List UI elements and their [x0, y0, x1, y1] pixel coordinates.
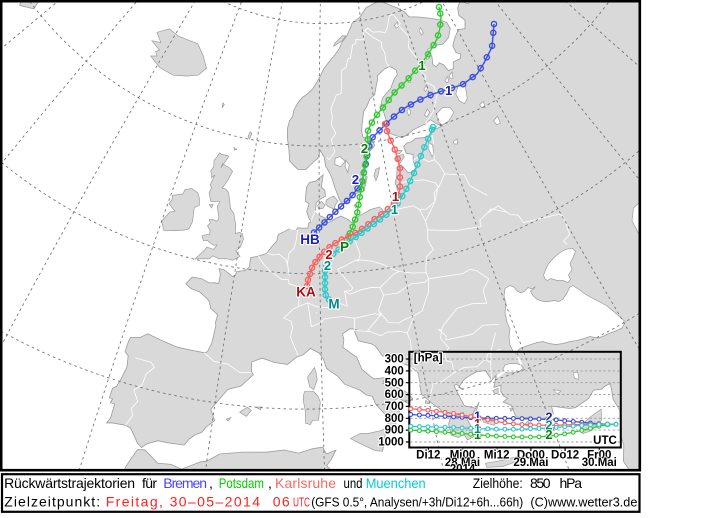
svg-text:,: ,	[268, 475, 272, 491]
svg-text:1: 1	[474, 410, 481, 424]
svg-text:Muenchen: Muenchen	[366, 475, 426, 491]
svg-text:1: 1	[474, 428, 481, 442]
svg-text:Mi12: Mi12	[484, 450, 510, 462]
svg-text:Fr00: Fr00	[587, 450, 611, 462]
svg-text:1: 1	[474, 417, 481, 431]
svg-text:1000: 1000	[378, 437, 404, 449]
svg-text:(C)www.wetter3.de: (C)www.wetter3.de	[530, 495, 637, 510]
svg-text:800: 800	[385, 413, 404, 425]
svg-text:2: 2	[361, 141, 368, 156]
svg-text:500: 500	[385, 377, 404, 389]
svg-text:Potsdam: Potsdam	[219, 475, 264, 491]
svg-text:P: P	[340, 240, 349, 255]
svg-text:2: 2	[324, 258, 331, 273]
svg-text:2014: 2014	[450, 464, 476, 476]
svg-text:850: 850	[530, 475, 551, 491]
svg-text:für: für	[142, 475, 157, 491]
svg-text:HB: HB	[300, 232, 320, 247]
svg-text:hPa: hPa	[560, 475, 583, 491]
svg-text:Karlsruhe: Karlsruhe	[275, 475, 336, 491]
svg-text:30.Mai: 30.Mai	[582, 457, 617, 469]
svg-text:Freitag, 30–05–2014: Freitag, 30–05–2014	[106, 494, 261, 510]
svg-text:KA: KA	[296, 285, 316, 300]
svg-text:1: 1	[445, 83, 452, 98]
svg-text:2: 2	[325, 247, 332, 262]
svg-text:UTC: UTC	[593, 435, 617, 447]
svg-text:1: 1	[391, 202, 398, 217]
svg-text:2: 2	[546, 419, 553, 433]
svg-text:1: 1	[474, 422, 481, 436]
svg-text:Di12: Di12	[416, 450, 440, 462]
svg-text:28.Mai: 28.Mai	[445, 457, 480, 469]
svg-text:und: und	[344, 475, 363, 491]
svg-text:Mi00: Mi00	[450, 450, 476, 462]
svg-text:Do12: Do12	[551, 450, 579, 462]
svg-text:1: 1	[392, 189, 399, 204]
svg-text:2: 2	[352, 172, 359, 187]
svg-text:Do00: Do00	[517, 450, 545, 462]
svg-text:Bremen: Bremen	[163, 475, 207, 491]
svg-text:06: 06	[273, 494, 290, 510]
svg-text:,: ,	[209, 475, 213, 491]
svg-text:2: 2	[546, 411, 553, 425]
svg-text:1: 1	[418, 58, 425, 73]
svg-text:Rückwärtstrajektorien: Rückwärtstrajektorien	[4, 475, 135, 491]
svg-text:[hPa]: [hPa]	[414, 353, 443, 365]
svg-text:Zielzeitpunkt:: Zielzeitpunkt:	[4, 494, 100, 510]
svg-text:Zielhöhe:: Zielhöhe:	[473, 475, 523, 491]
svg-text:M: M	[328, 297, 339, 312]
svg-text:2: 2	[546, 428, 553, 442]
svg-text:(GFS 0.5°, Analysen/+3h/Di12+6: (GFS 0.5°, Analysen/+3h/Di12+6h...66h)	[311, 496, 523, 510]
svg-text:700: 700	[385, 401, 404, 413]
svg-text:UTC: UTC	[293, 496, 310, 510]
svg-text:300: 300	[385, 354, 404, 366]
svg-text:600: 600	[385, 389, 404, 401]
svg-text:29.Mai: 29.Mai	[513, 457, 548, 469]
svg-text:400: 400	[385, 365, 404, 377]
svg-text:900: 900	[385, 425, 404, 437]
